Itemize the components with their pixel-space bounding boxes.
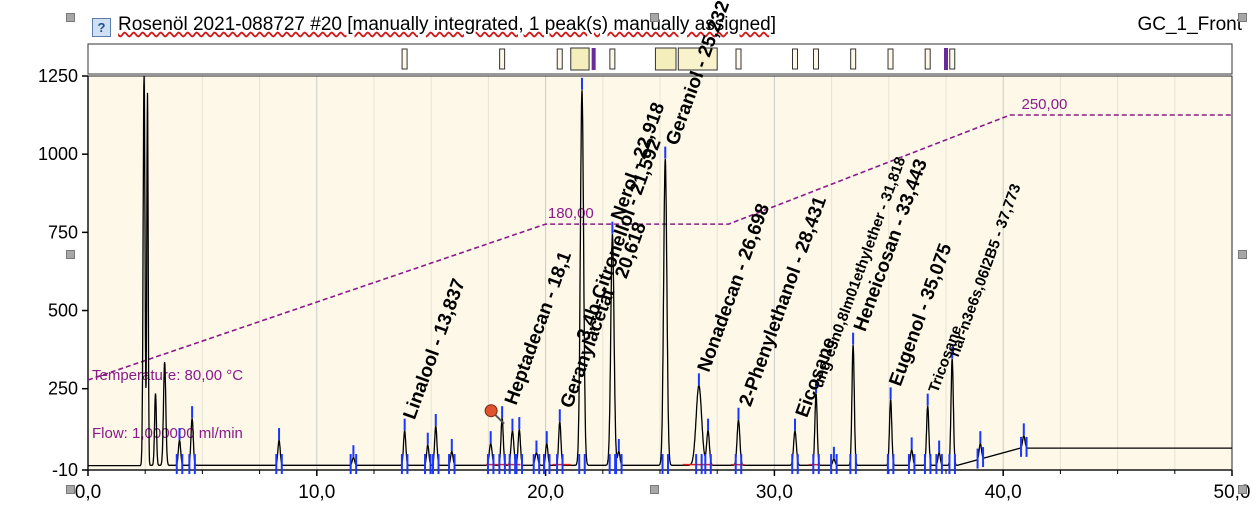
chart-title: Rosenöl 2021-088727 #20 [manually integr… [118,14,777,35]
x-tick-label: 0,0 [75,482,101,503]
chromatogram-trace [88,75,1232,467]
resize-handle-top-center[interactable] [650,13,659,22]
temperature-annotation: 250,00 [1022,96,1068,113]
y-tick-label: 1250 [38,66,78,86]
question-icon[interactable]: ? [92,18,111,37]
peak-window-box [677,47,718,71]
y-tick-label: 250 [48,379,78,399]
peak-window-box [812,48,819,70]
temperature-annotation: 180,00 [548,205,594,222]
peak-window-box [791,48,798,70]
peak-window-box [401,48,408,70]
peak-window-box [609,48,616,70]
pin-icon [484,404,505,425]
x-tick-label: 30,0 [756,482,793,503]
x-tick-label: 40,0 [985,482,1022,503]
peak-window-box [850,48,857,70]
chart-title-bar: ? Rosenöl 2021-088727 #20 [manually inte… [92,14,1242,40]
resize-handle-top-left[interactable] [66,13,75,22]
peak-window-box [570,47,590,71]
peak-window-box [887,48,894,70]
peak-window-box [654,47,677,71]
temperature-label: Temperature: 80,00 °C [92,367,243,384]
resize-handle-bottom-right[interactable] [1238,485,1247,494]
y-tick-label: 750 [48,222,78,242]
resize-handle-mid-right[interactable] [1238,250,1247,259]
peak-window-box [556,48,563,70]
y-tick-label: 1000 [38,144,78,164]
resize-handle-top-right[interactable] [1238,13,1247,22]
resize-handle-bottom-center[interactable] [650,485,659,494]
y-tick-label: -10 [52,460,78,480]
peak-window-box [735,48,742,70]
flow-label: Flow: 1,000000 ml/min [92,425,243,442]
x-tick-label: 10,0 [298,482,335,503]
selected-peak-marker [944,48,948,70]
y-tick-label: 500 [48,301,78,321]
selected-peak-marker [591,48,596,70]
resize-handle-mid-left[interactable] [66,250,75,259]
resize-handle-bottom-left[interactable] [66,485,75,494]
peak-window-box [949,48,956,70]
temperature-program-line [87,114,1232,381]
instrument-label: GC_1_Front [1137,14,1242,35]
x-tick-label: 20,0 [527,482,564,503]
peak-window-box [924,48,931,70]
peak-window-box [499,48,506,70]
